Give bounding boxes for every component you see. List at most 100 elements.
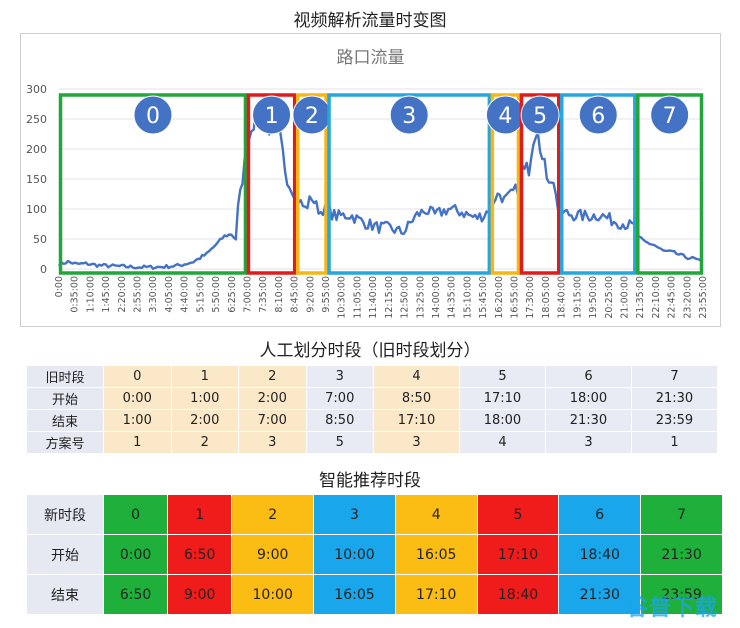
x-tick-label: 8:10:00 — [274, 276, 285, 313]
row-header: 开始 — [26, 534, 104, 575]
x-tick-label: 4:40:00 — [180, 276, 191, 313]
x-tick-label: 16:20:00 — [494, 276, 505, 319]
table1-title: 人工划分时段（旧时段划分） — [259, 341, 481, 361]
table1-row: 结束 1:00 2:00 7:00 8:50 17:10 18:00 21:30 23:59 — [26, 409, 719, 432]
table-cell: 5 — [305, 431, 374, 454]
table-cell: 2 — [238, 365, 307, 388]
table-cell: 17:10 — [458, 387, 546, 410]
period-badge-label: 6 — [591, 104, 605, 129]
table-cell: 1 — [167, 494, 233, 535]
period-badge-5 — [520, 95, 560, 135]
x-tick-label: 1:45:00 — [101, 276, 112, 313]
table2-title: 智能推荐时段 — [319, 471, 421, 491]
row-header: 方案号 — [26, 431, 104, 454]
table-cell: 8:50 — [305, 409, 374, 432]
period-badge-6 — [578, 95, 618, 135]
table-cell: 3 — [305, 365, 374, 388]
x-tick-label: 5:50:00 — [211, 276, 222, 313]
table-cell: 0:00 — [103, 387, 172, 410]
x-tick-label: 11:05:00 — [352, 276, 363, 319]
table-cell: 16:05 — [394, 534, 478, 575]
table-cell: 4 — [373, 365, 460, 388]
table-cell: 23:59 — [630, 409, 719, 432]
table-cell: 3 — [544, 431, 632, 454]
table-cell: 5 — [476, 494, 560, 535]
x-tick-label: 19:15:00 — [572, 276, 583, 319]
x-tick-label: 15:45:00 — [478, 276, 489, 319]
row-header: 结束 — [26, 409, 104, 432]
period-badge-1 — [252, 95, 292, 135]
table-cell: 21:30 — [640, 534, 723, 575]
x-tick-label: 16:55:00 — [510, 276, 521, 319]
row-header: 旧时段 — [26, 365, 104, 388]
y-tick-label: 50 — [33, 233, 47, 246]
table-cell: 17:10 — [373, 409, 460, 432]
table-cell: 21:30 — [558, 574, 642, 615]
y-tick-label: 300 — [26, 83, 47, 96]
x-tick-label: 9:55:00 — [321, 276, 332, 313]
row-header: 开始 — [26, 387, 104, 410]
row-header: 结束 — [26, 574, 104, 615]
watermark-logo: 谷普下载 — [625, 596, 718, 621]
table-cell: 1 — [103, 431, 172, 454]
period-badge-7 — [650, 95, 690, 135]
period-box-4 — [490, 93, 521, 275]
period-box-0 — [58, 93, 248, 275]
table-cell: 21:30 — [630, 387, 719, 410]
x-tick-label: 19:50:00 — [588, 276, 599, 319]
period-badge-label: 7 — [663, 104, 677, 129]
y-tick-label: 0 — [40, 263, 47, 276]
table2-row: 开始 0:00 6:50 9:00 10:00 16:05 17:10 18:40 21:30 — [26, 534, 723, 575]
x-tick-label: 0:35:00 — [70, 276, 81, 313]
x-tick-label: 10:30:00 — [337, 276, 348, 319]
table-cell: 6:50 — [102, 574, 169, 615]
table-cell: 4 — [394, 494, 478, 535]
x-tick-label: 1:10:00 — [85, 276, 96, 313]
x-tick-label: 3:30:00 — [148, 276, 159, 313]
table-cell: 1:00 — [103, 409, 172, 432]
period-badge-label: 5 — [533, 104, 547, 129]
table-cell: 2 — [231, 494, 315, 535]
table1-row: 旧时段 0 1 2 3 4 5 6 7 — [26, 365, 719, 388]
table-cell: 7 — [630, 365, 719, 388]
x-tick-label: 4:05:00 — [164, 276, 175, 313]
table-cell: 16:05 — [313, 574, 396, 615]
table-cell: 18:40 — [558, 534, 642, 575]
table-cell: 0 — [102, 494, 169, 535]
table1-row: 方案号 1 2 3 5 3 4 3 1 — [26, 431, 719, 454]
table-cell: 7 — [640, 494, 723, 535]
table-cell: 7:00 — [238, 409, 307, 432]
period-badge-label: 1 — [265, 104, 279, 129]
table-cell: 6:50 — [167, 534, 233, 575]
table-cell: 6 — [544, 365, 632, 388]
x-tick-label: 20:25:00 — [604, 276, 615, 319]
table-cell: 5 — [458, 365, 546, 388]
table2-row: 新时段 0 1 2 3 4 5 6 7 — [26, 494, 723, 535]
y-tick-label: 100 — [26, 203, 47, 216]
table-cell: 4 — [458, 431, 546, 454]
period-box-3 — [327, 93, 492, 275]
x-tick-label: 11:40:00 — [368, 276, 379, 319]
period-badge-label: 3 — [402, 104, 416, 129]
chart-panel: 路口流量 0 50 100 150 200 250 300 0:00 0:35:00 1:10:00… — [20, 33, 721, 327]
table-cell: 23:59 — [640, 574, 723, 615]
period-box-2 — [295, 93, 328, 275]
table-cell: 21:30 — [544, 409, 632, 432]
x-tick-label: 23:55:00 — [698, 276, 709, 319]
table-cell: 18:40 — [476, 574, 560, 615]
x-tick-label: 12:15:00 — [384, 276, 395, 319]
table-cell: 10:00 — [313, 534, 396, 575]
x-tick-label: 6:25:00 — [227, 276, 238, 313]
period-badge-2 — [292, 95, 332, 135]
table2-row: 结束 6:50 9:00 10:00 16:05 17:10 18:40 21:30 23:59 — [26, 574, 723, 615]
traffic-series-line — [57, 106, 702, 271]
table-cell: 17:10 — [394, 574, 478, 615]
x-tick-label: 22:10:00 — [651, 276, 662, 319]
table-cell: 0 — [103, 365, 172, 388]
table-cell: 3 — [373, 431, 460, 454]
table-cell: 0:00 — [102, 534, 169, 575]
table-cell: 2:00 — [170, 409, 239, 432]
table-cell: 9:00 — [231, 534, 315, 575]
x-tick-label: 7:35:00 — [258, 276, 269, 313]
period-box-7 — [636, 93, 704, 275]
